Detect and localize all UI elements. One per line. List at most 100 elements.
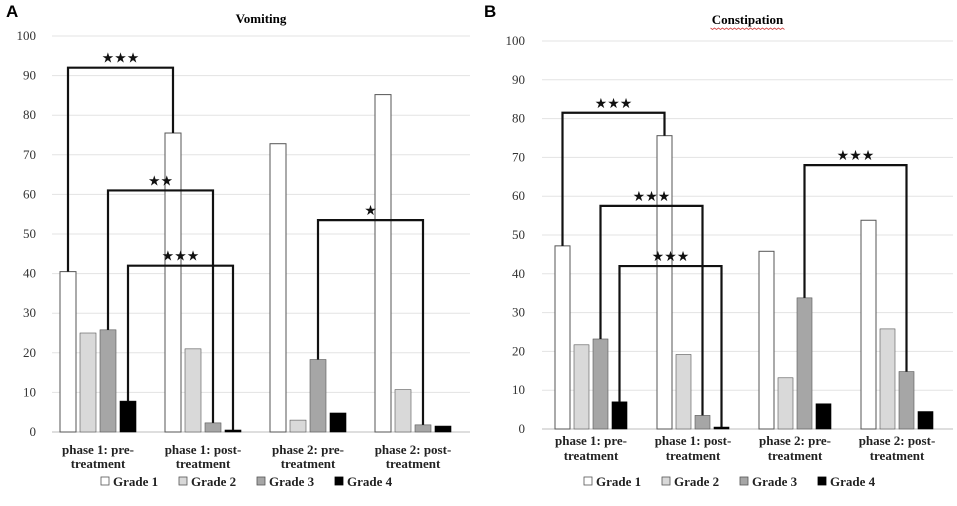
y-tick-label: 60 [23,186,36,201]
bar-grade-4 [917,411,934,430]
bar-grade-3 [796,297,813,430]
y-tick-label: 30 [23,305,36,320]
category-label: phase 1: post- [655,433,732,448]
bar-grade-1 [860,219,877,430]
bar-grade-3 [99,329,117,433]
panel-b-constipation: B Constipation 0 10 20 30 40 50 60 70 80 90 100 phase… [484,2,953,489]
y-tick-label: 60 [512,188,525,203]
bar-grade-4 [611,401,628,430]
significance-stars: ★★ [148,173,173,189]
legend-label: Grade 2 [674,474,719,489]
y-tick-label: 10 [512,382,525,397]
category-label-line2: treatment [281,456,336,471]
y-tick-label: 100 [17,28,37,43]
significance-stars: ★★★ [162,249,200,265]
category-label: phase 2: pre- [759,433,831,448]
significance-bracket [803,164,908,372]
category-label: phase 1: pre- [555,433,627,448]
y-tick-label: 0 [30,424,37,439]
legend-swatch [100,476,110,486]
category-label-line2: treatment [176,456,231,471]
category-label: phase 2: post- [375,442,452,457]
legend-swatch [583,476,593,486]
y-tick-label: 50 [23,226,36,241]
significance-bracket [126,264,235,431]
panel-letter: B [484,2,496,21]
significance-stars: ★★★ [837,148,875,164]
y-tick-label: 90 [512,72,525,87]
legend-label: Grade 4 [347,474,393,489]
significance-bracket [106,189,215,423]
y-tick-label: 70 [23,147,36,162]
legend-swatch [256,476,266,486]
bar-grade-4 [713,426,730,430]
bar-grade-4 [119,400,137,433]
y-tick-label: 40 [512,266,525,281]
legend-label: Grade 1 [596,474,641,489]
bar-grade-1 [758,250,775,430]
significance-bracket [561,111,666,246]
y-tick-label: 80 [23,107,36,122]
bar-grade-4 [815,403,832,430]
category-label-line2: treatment [666,448,721,463]
category-label-line2: treatment [386,456,441,471]
category-label: phase 1: pre- [62,442,134,457]
bar-grade-3 [592,338,609,430]
panel-a-vomiting: A Vomiting 0 10 20 30 40 50 60 70 80 90 100 phase 1: … [6,2,470,489]
category-label: phase 1: post- [165,442,242,457]
legend-label: Grade 3 [752,474,798,489]
bar-grade-2 [879,328,896,430]
bar-grade-4 [224,429,242,433]
bar-grade-2 [184,348,202,433]
bar-grade-1 [269,143,287,433]
category-label: phase 2: post- [859,433,936,448]
legend-swatch [739,476,749,486]
y-tick-label: 90 [23,68,36,83]
bar-grade-1 [656,135,673,430]
significance-bracket [599,204,704,416]
legend-swatch [334,476,344,486]
significance-stars: ★★★ [595,96,633,112]
y-tick-label: 80 [512,111,525,126]
legend-swatch [817,476,827,486]
legend-label: Grade 4 [830,474,876,489]
category-label-line2: treatment [564,448,619,463]
bar-grade-3 [309,359,327,433]
y-tick-label: 40 [23,266,36,281]
significance-bracket [66,66,175,272]
bar-grade-2 [573,344,590,430]
legend-label: Grade 3 [269,474,315,489]
bar-grade-4 [434,425,452,433]
legend-swatch [178,476,188,486]
significance-bracket [618,264,723,428]
y-tick-label: 100 [506,33,526,48]
bar-grade-3 [898,371,915,430]
significance-stars: ★★★ [102,51,140,67]
category-label-line2: treatment [71,456,126,471]
legend-label: Grade 2 [191,474,236,489]
y-tick-label: 70 [512,149,525,164]
significance-stars: ★ [364,203,377,219]
bar-grade-2 [675,354,692,430]
bar-grade-1 [59,271,77,433]
chart-title: Constipation [712,12,784,27]
bar-grade-3 [694,415,711,430]
y-tick-label: 20 [512,343,525,358]
bar-grade-2 [289,419,307,433]
bar-grade-2 [79,332,97,433]
category-label-line2: treatment [870,448,925,463]
y-tick-label: 0 [519,421,526,436]
chart-title: Vomiting [236,11,287,26]
significance-bracket [316,219,425,425]
bar-grade-3 [204,422,222,433]
bar-grade-3 [414,424,432,433]
panel-letter: A [6,2,18,21]
y-tick-label: 20 [23,345,36,360]
legend-label: Grade 1 [113,474,158,489]
y-tick-label: 10 [23,384,36,399]
bar-grade-4 [329,412,347,433]
bar-grade-1 [374,94,392,433]
category-label: phase 2: pre- [272,442,344,457]
